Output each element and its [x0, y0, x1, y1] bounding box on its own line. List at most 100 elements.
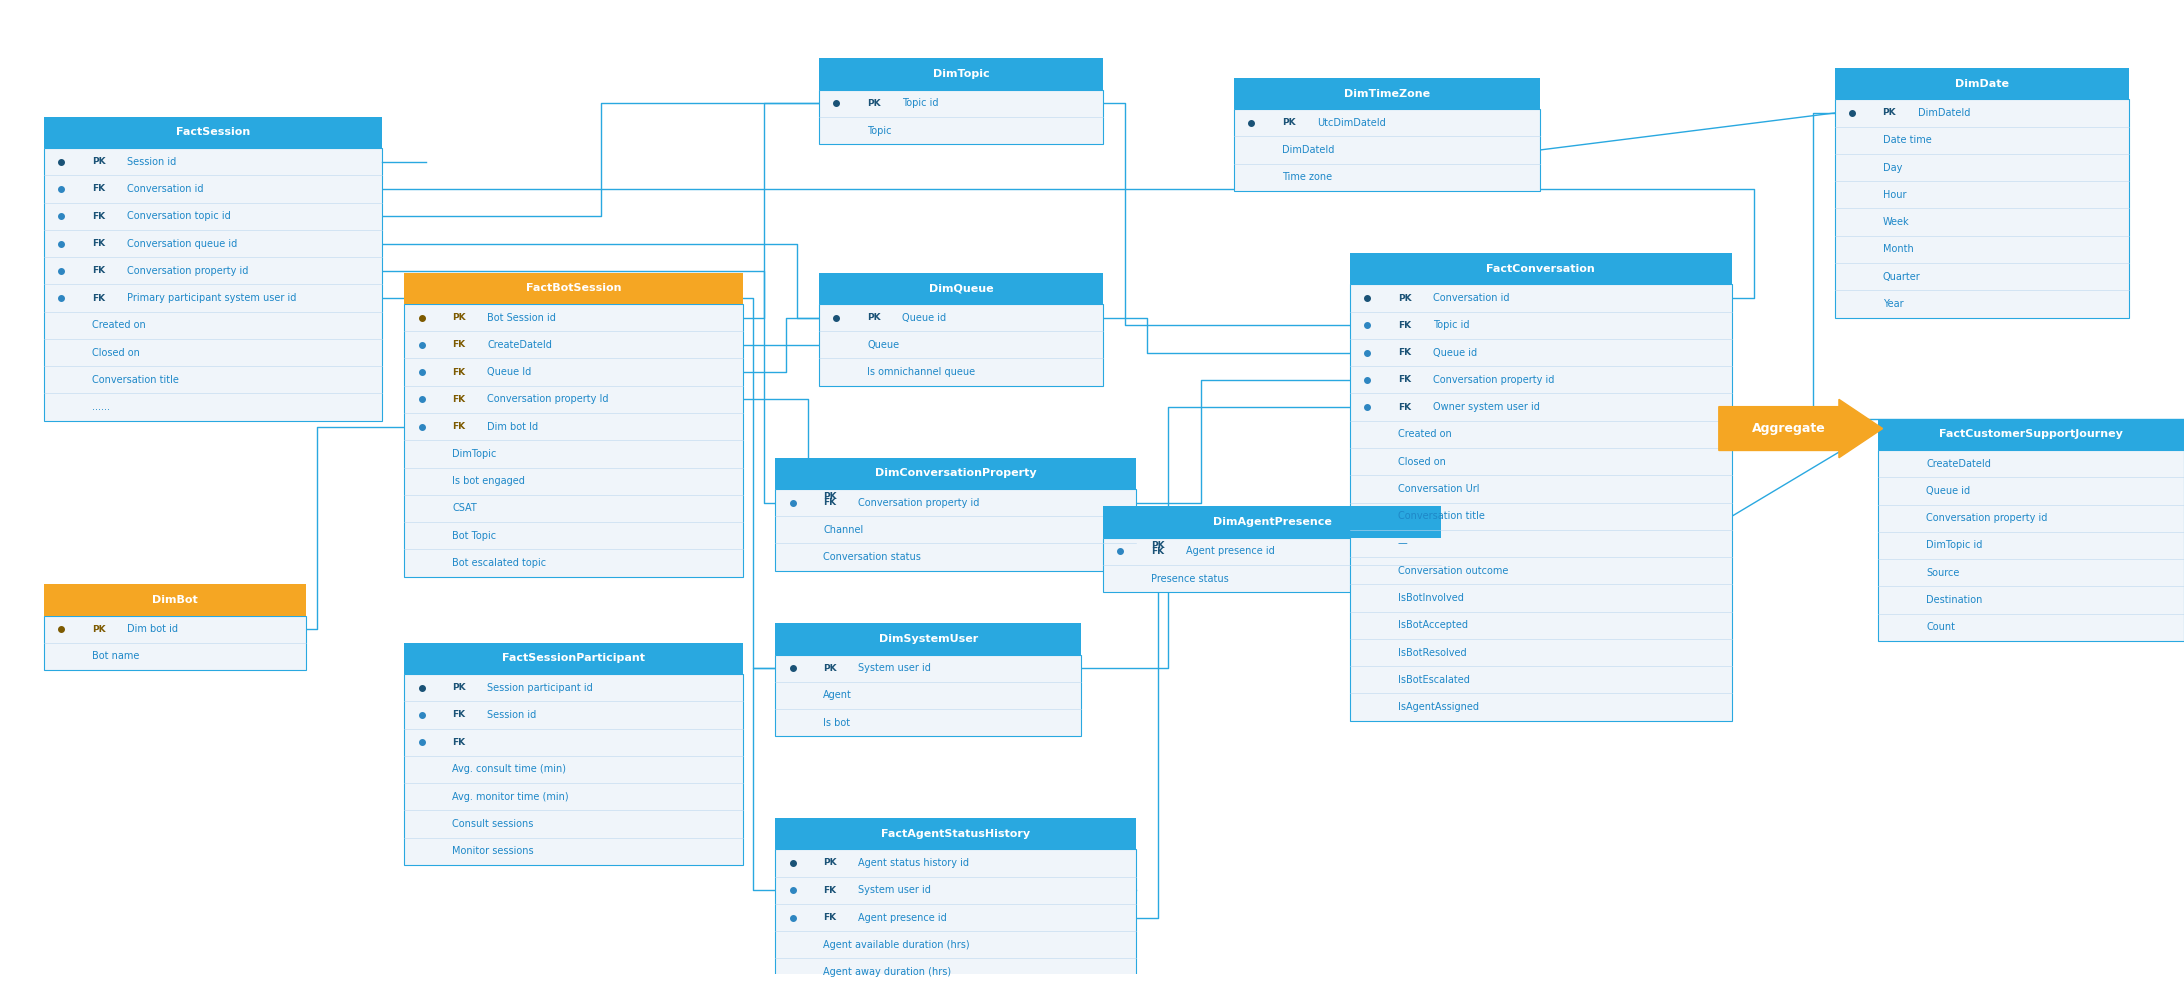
Text: Conversation property Id: Conversation property Id: [487, 395, 609, 405]
Text: Month: Month: [1883, 245, 1913, 255]
Text: Time zone: Time zone: [1282, 172, 1332, 182]
Text: Conversation property id: Conversation property id: [127, 266, 249, 276]
FancyBboxPatch shape: [1103, 537, 1441, 592]
Text: DimSystemUser: DimSystemUser: [878, 634, 978, 644]
FancyBboxPatch shape: [1103, 506, 1441, 537]
Text: Closed on: Closed on: [1398, 457, 1446, 467]
Text: DimTopic: DimTopic: [452, 449, 496, 459]
Text: FK: FK: [92, 239, 105, 248]
Text: Primary participant system user id: Primary participant system user id: [127, 293, 297, 303]
Text: Conversation topic id: Conversation topic id: [127, 211, 232, 221]
Text: DimConversationProperty: DimConversationProperty: [874, 469, 1037, 479]
Text: Conversation title: Conversation title: [92, 375, 179, 385]
FancyBboxPatch shape: [404, 642, 743, 674]
Text: Is bot engaged: Is bot engaged: [452, 477, 524, 487]
Text: IsBotEscalated: IsBotEscalated: [1398, 675, 1470, 685]
FancyBboxPatch shape: [44, 117, 382, 148]
Text: IsBotResolved: IsBotResolved: [1398, 647, 1465, 657]
Text: Agent away duration (hrs): Agent away duration (hrs): [823, 967, 952, 977]
Text: PK: PK: [1398, 294, 1411, 303]
Text: Destination: Destination: [1926, 595, 1983, 605]
FancyBboxPatch shape: [819, 273, 1103, 304]
Text: Created on: Created on: [92, 321, 146, 331]
Text: Session id: Session id: [127, 157, 177, 167]
Text: Bot Topic: Bot Topic: [452, 530, 496, 540]
FancyBboxPatch shape: [44, 584, 306, 615]
FancyBboxPatch shape: [1350, 253, 1732, 285]
FancyBboxPatch shape: [44, 148, 382, 421]
Text: Agent available duration (hrs): Agent available duration (hrs): [823, 940, 970, 950]
FancyArrow shape: [1719, 400, 1883, 458]
Text: PK: PK: [823, 858, 836, 867]
Text: DimDateId: DimDateId: [1282, 145, 1334, 155]
Text: FK: FK: [1398, 376, 1411, 385]
Text: FactSessionParticipant: FactSessionParticipant: [502, 653, 644, 663]
Text: Avg. consult time (min): Avg. consult time (min): [452, 764, 566, 774]
Text: FK: FK: [823, 913, 836, 922]
Text: ......: ......: [823, 994, 841, 999]
Text: FK: FK: [92, 185, 105, 194]
FancyBboxPatch shape: [775, 623, 1081, 654]
Text: System user id: System user id: [858, 885, 930, 895]
Text: PK: PK: [1282, 118, 1295, 127]
Text: PK: PK: [1883, 109, 1896, 118]
Text: Queue Id: Queue Id: [487, 367, 531, 377]
FancyBboxPatch shape: [1234, 78, 1540, 109]
Text: Date time: Date time: [1883, 135, 1931, 145]
Text: DimAgentPresence: DimAgentPresence: [1212, 517, 1332, 527]
Text: Quarter: Quarter: [1883, 272, 1920, 282]
Text: FactCustomerSupportJourney: FactCustomerSupportJourney: [1939, 430, 2123, 440]
FancyBboxPatch shape: [44, 615, 306, 670]
Text: Session id: Session id: [487, 710, 537, 720]
Text: Conversation property id: Conversation property id: [1433, 375, 1555, 385]
Text: Closed on: Closed on: [92, 348, 140, 358]
Text: FactAgentStatusHistory: FactAgentStatusHistory: [880, 829, 1031, 839]
FancyBboxPatch shape: [775, 818, 1136, 849]
Text: DimTopic id: DimTopic id: [1926, 540, 1983, 550]
Text: Created on: Created on: [1398, 430, 1452, 440]
Text: Agent: Agent: [823, 690, 852, 700]
FancyBboxPatch shape: [819, 58, 1103, 90]
Text: FK: FK: [1398, 321, 1411, 330]
FancyBboxPatch shape: [1350, 285, 1732, 720]
Text: Conversation id: Conversation id: [127, 184, 203, 194]
Text: Aggregate: Aggregate: [1752, 422, 1826, 435]
Text: FK: FK: [452, 395, 465, 404]
FancyBboxPatch shape: [819, 90, 1103, 144]
Text: Channel: Channel: [823, 524, 863, 534]
Text: PK: PK: [823, 663, 836, 672]
Text: PK: PK: [867, 99, 880, 108]
Text: FK: FK: [1151, 546, 1164, 555]
Text: FK: FK: [452, 341, 465, 350]
FancyBboxPatch shape: [1234, 109, 1540, 191]
Text: Monitor sessions: Monitor sessions: [452, 846, 533, 856]
Text: —: —: [1398, 538, 1406, 548]
Text: Owner system user id: Owner system user id: [1433, 403, 1540, 413]
Text: Conversation id: Conversation id: [1433, 293, 1509, 303]
Text: Conversation outcome: Conversation outcome: [1398, 565, 1509, 575]
Text: DimTimeZone: DimTimeZone: [1343, 89, 1431, 99]
Text: PK: PK: [452, 313, 465, 322]
FancyBboxPatch shape: [775, 654, 1081, 736]
Text: Conversation property id: Conversation property id: [1926, 513, 2049, 523]
Text: System user id: System user id: [858, 663, 930, 673]
Text: IsBotInvolved: IsBotInvolved: [1398, 593, 1463, 603]
FancyBboxPatch shape: [1835, 99, 2129, 318]
Text: Conversation title: Conversation title: [1398, 511, 1485, 521]
Text: Consult sessions: Consult sessions: [452, 819, 533, 829]
Text: PK: PK: [452, 683, 465, 692]
Text: Session participant id: Session participant id: [487, 682, 592, 692]
Text: Conversation property id: Conversation property id: [858, 498, 981, 507]
Text: FK: FK: [92, 267, 105, 276]
Text: Bot name: Bot name: [92, 651, 140, 661]
Text: Topic id: Topic id: [1433, 321, 1470, 331]
Text: Is bot: Is bot: [823, 717, 850, 727]
Text: FK: FK: [823, 499, 836, 507]
Text: PK: PK: [92, 157, 105, 166]
Text: Is omnichannel queue: Is omnichannel queue: [867, 367, 976, 377]
FancyBboxPatch shape: [404, 674, 743, 865]
Text: Week: Week: [1883, 217, 1909, 227]
FancyBboxPatch shape: [404, 304, 743, 576]
FancyBboxPatch shape: [775, 458, 1136, 489]
Text: FK: FK: [92, 294, 105, 303]
